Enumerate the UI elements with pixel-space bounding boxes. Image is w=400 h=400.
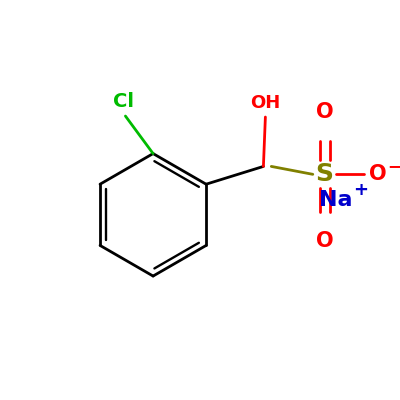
- Text: S: S: [316, 162, 334, 186]
- Text: O: O: [316, 102, 334, 122]
- Text: +: +: [354, 181, 368, 199]
- Text: Cl: Cl: [113, 92, 134, 111]
- Text: −: −: [387, 158, 400, 176]
- Text: Na: Na: [319, 190, 352, 210]
- Text: OH: OH: [250, 94, 280, 112]
- Text: O: O: [316, 231, 334, 251]
- Text: O: O: [369, 164, 387, 184]
